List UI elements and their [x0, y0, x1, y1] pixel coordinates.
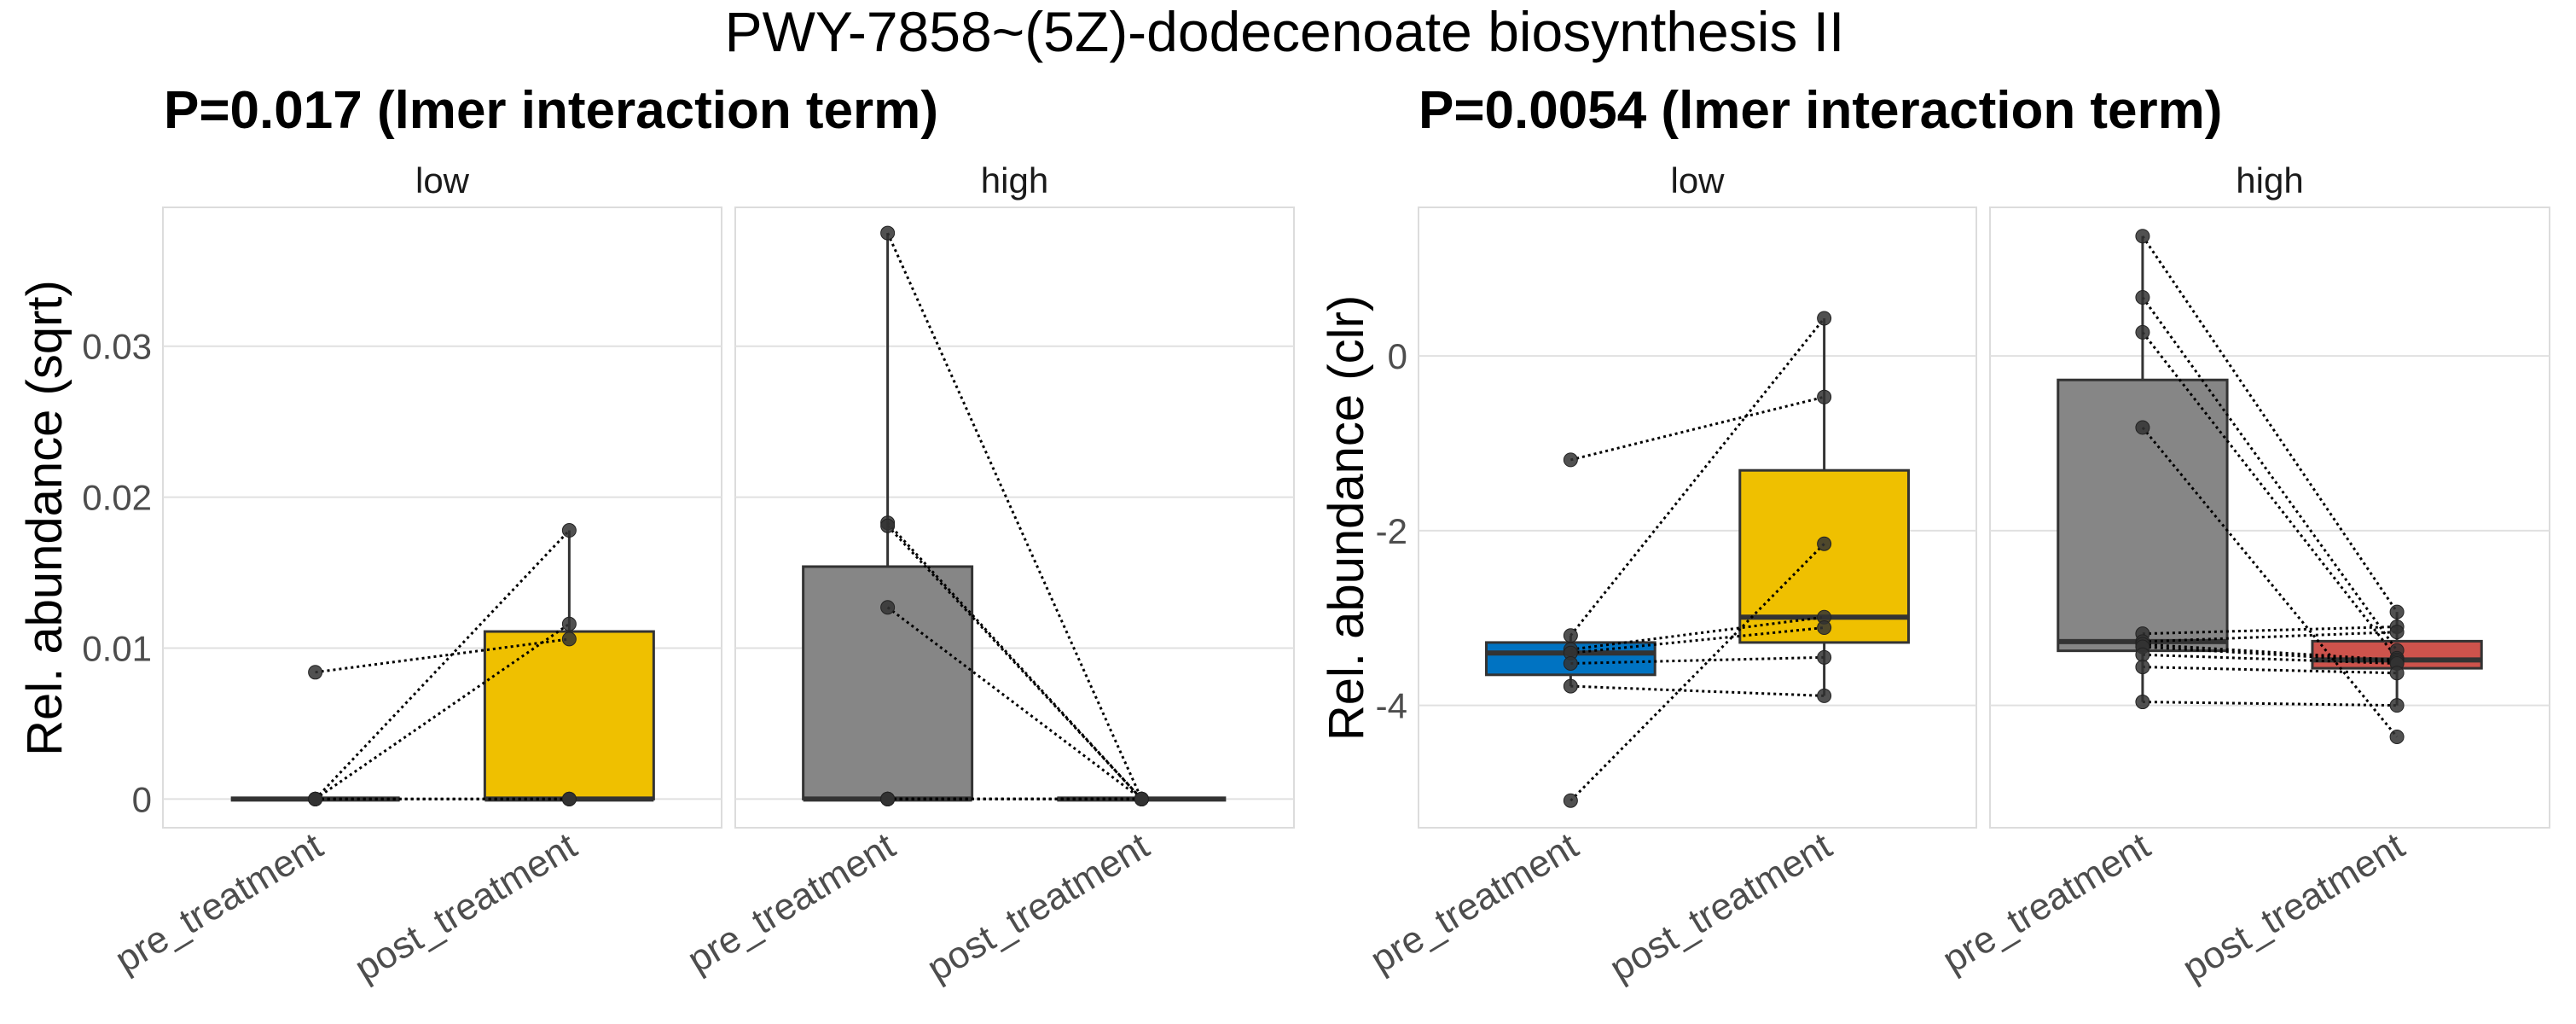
facet-low: low pre_treatment post_treatment: [108, 160, 722, 990]
y-tick-label: 0: [1388, 336, 1407, 376]
data-point: [2135, 229, 2150, 244]
pair-line: [2142, 653, 2398, 665]
right-plot-subtitle: P=0.0054 (lmer interaction term): [1419, 81, 2222, 140]
left-y-axis-title: Rel. abundance (sqrt): [17, 280, 73, 756]
pair-line: [886, 232, 1143, 800]
x-tick-label: post_treatment: [1603, 825, 1839, 990]
pair-line: [315, 637, 570, 674]
data-point: [880, 600, 896, 615]
pair-line: [1570, 684, 1825, 697]
facet-strip-label: low: [415, 160, 470, 201]
x-tick-label: pre_treatment: [1935, 825, 2157, 981]
x-tick-label: post_treatment: [2175, 825, 2411, 990]
data-point: [2135, 695, 2150, 710]
pair-line: [2142, 701, 2398, 707]
data-point: [1563, 678, 1578, 694]
data-point: [308, 665, 323, 680]
data-point: [2135, 289, 2150, 305]
right-y-axis-title: Rel. abundance (clr): [1319, 295, 1374, 741]
facet-strip-label: high: [981, 160, 1048, 201]
left-plot-subtitle: P=0.017 (lmer interaction term): [164, 81, 938, 140]
pair-line: [1569, 317, 1825, 637]
pair-line: [1570, 615, 1825, 651]
data-point: [880, 225, 896, 241]
data-point: [561, 791, 577, 806]
data-point: [1817, 389, 1832, 404]
facet-low: low pre_treatment post_treatment: [1363, 160, 1977, 990]
data-point: [1563, 452, 1578, 468]
data-point: [561, 631, 577, 647]
y-tick-label: -4: [1376, 686, 1407, 726]
pair-line: [314, 529, 571, 800]
data-point: [1817, 311, 1832, 326]
data-point: [880, 791, 896, 806]
y-tick-label: 0.01: [82, 629, 152, 669]
x-tick-label: post_treatment: [348, 825, 584, 990]
data-point: [1134, 791, 1149, 806]
facet-high: high pre_treatment post_treatment: [1935, 160, 2550, 990]
data-point: [1817, 620, 1832, 636]
facet-strip-label: high: [2236, 160, 2303, 201]
data-point: [1563, 793, 1578, 808]
data-point: [308, 791, 323, 806]
x-tick-label: post_treatment: [920, 825, 1157, 990]
data-point: [2135, 420, 2150, 435]
data-point: [1563, 655, 1578, 671]
data-point: [561, 523, 577, 538]
data-point: [1563, 628, 1578, 643]
x-tick-label: pre_treatment: [681, 825, 902, 981]
data-point: [2389, 625, 2405, 640]
pair-line: [886, 606, 1143, 800]
pair-line: [2141, 235, 2399, 613]
pair-line: [1570, 395, 1825, 462]
facet-strip-label: low: [1670, 160, 1725, 201]
data-point: [2135, 660, 2150, 675]
y-tick-label: 0: [132, 779, 152, 819]
pair-line: [2142, 631, 2398, 643]
data-point: [2389, 604, 2405, 620]
data-point: [1817, 688, 1832, 703]
pair-line: [314, 622, 571, 800]
x-tick-label: pre_treatment: [108, 825, 330, 981]
pair-line: [2142, 666, 2398, 675]
data-point: [2389, 730, 2405, 745]
data-point: [1817, 649, 1832, 665]
pair-line: [886, 525, 1143, 800]
data-point: [1817, 536, 1832, 551]
data-point: [2389, 666, 2405, 681]
pair-line: [2142, 643, 2398, 661]
data-point: [561, 616, 577, 631]
pair-line: [1569, 543, 1825, 802]
x-tick-label: pre_treatment: [1363, 825, 1585, 981]
pair-line: [2141, 427, 2399, 738]
facet-high: high pre_treatment post_treatment: [681, 160, 1295, 990]
pair-line: [2142, 645, 2398, 663]
data-point: [2135, 647, 2150, 662]
pair-line: [2142, 625, 2398, 636]
box: [483, 630, 655, 800]
data-point: [880, 518, 896, 533]
y-tick-label: 0.02: [82, 478, 152, 518]
data-point: [2135, 324, 2150, 340]
pair-line: [1570, 655, 1825, 665]
data-point: [2389, 698, 2405, 713]
y-tick-label: 0.03: [82, 327, 152, 367]
y-tick-label: -2: [1376, 511, 1407, 551]
pair-line: [1570, 626, 1825, 655]
chart-title: PWY-7858~(5Z)-dodecenoate biosynthesis I…: [725, 0, 1845, 63]
pair-line: [2141, 296, 2399, 652]
boxplot-post_treatment: [483, 530, 655, 802]
